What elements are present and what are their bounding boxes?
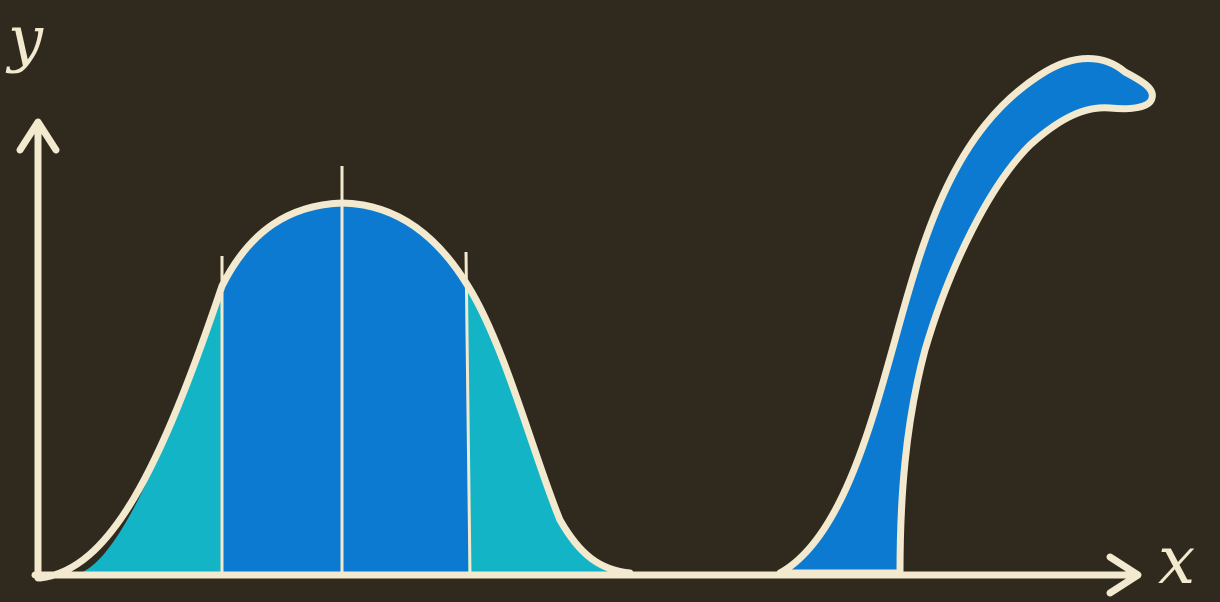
divider-line-right — [464, 251, 472, 576]
x-axis-arrowhead — [1106, 553, 1142, 597]
y-axis-label: y — [8, 2, 44, 75]
bell-curve-outline — [36, 199, 634, 582]
serpent-neck-shape — [776, 55, 1156, 577]
bell-central-region — [222, 203, 468, 573]
bell-left-tail-region — [80, 286, 222, 573]
bell-right-tail-region — [468, 286, 630, 573]
y-axis-arrowhead — [16, 118, 60, 154]
x-axis-label: x — [1158, 522, 1196, 599]
